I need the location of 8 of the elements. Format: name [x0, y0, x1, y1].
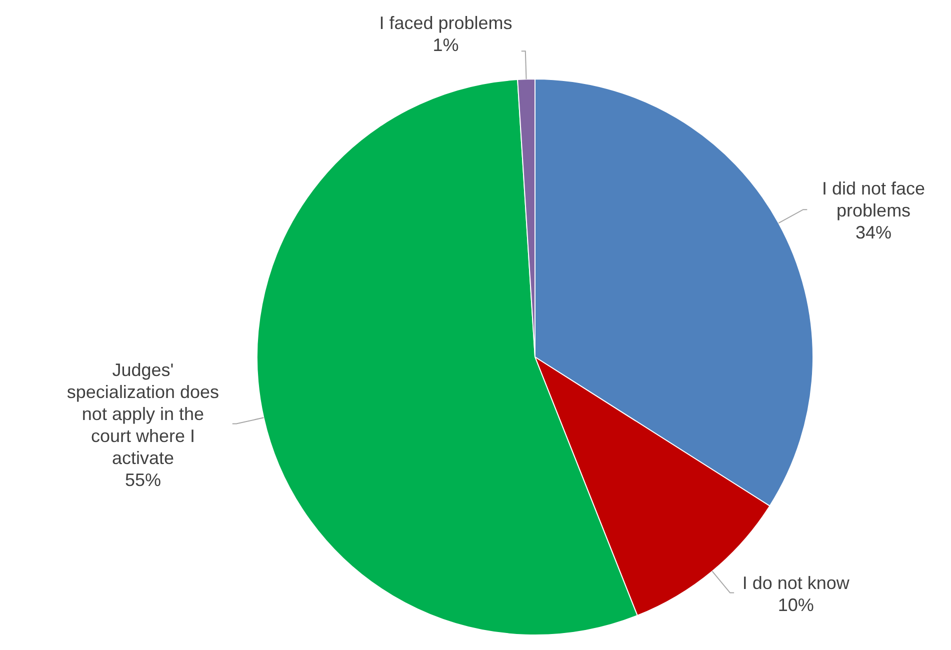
slice-label: I did not face problems: [822, 178, 926, 221]
data-label: 1%: [432, 35, 459, 56]
data-label: 34%: [856, 222, 892, 243]
data-label: 55%: [124, 470, 161, 490]
slice-label: I do not know: [742, 572, 850, 593]
data-label: 10%: [778, 594, 814, 615]
slice-label: Judges' specialization does not apply in the court where I activate: [66, 360, 220, 468]
slice-label: I faced problems: [379, 13, 512, 34]
